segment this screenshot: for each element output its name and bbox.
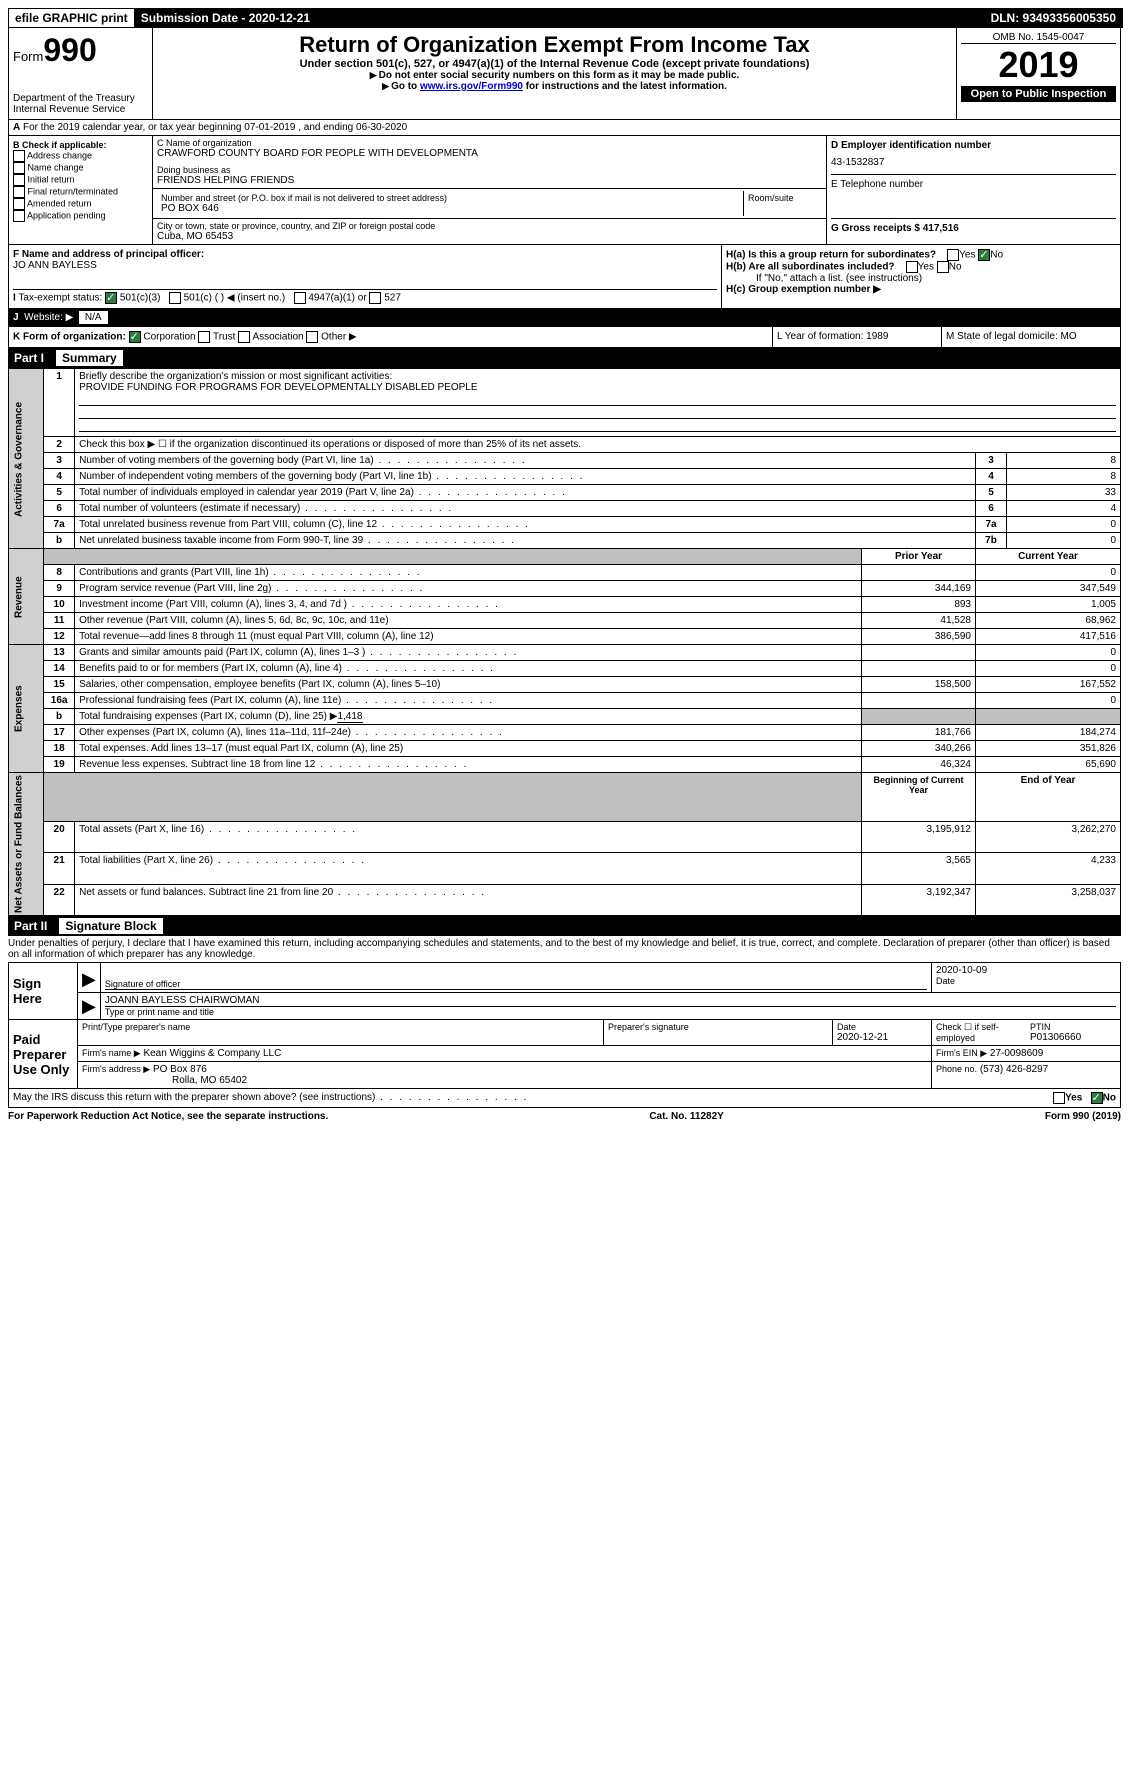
discuss-no[interactable] [1091,1092,1103,1104]
checkbox-4947[interactable] [294,292,306,304]
website-row: J Website: ▶ N/A [8,309,1121,327]
hb-no[interactable] [937,261,949,273]
efile-label: efile GRAPHIC print [9,9,135,27]
form-title: Return of Organization Exempt From Incom… [157,32,952,58]
spacer [317,9,984,27]
perjury-text: Under penalties of perjury, I declare th… [8,936,1121,962]
checkbox-501c3[interactable] [105,292,117,304]
form-note1: Do not enter social security numbers on … [157,70,952,81]
top-bar: efile GRAPHIC print Submission Date - 20… [8,8,1123,28]
dba-name: FRIENDS HELPING FRIENDS [157,175,822,186]
side-expenses: Expenses [9,645,44,773]
form-header: Form990 Department of the Treasury Inter… [8,28,1121,120]
irs-link[interactable]: www.irs.gov/Form990 [420,81,523,92]
org-name: CRAWFORD COUNTY BOARD FOR PEOPLE WITH DE… [157,148,822,159]
col-b-checkboxes: B Check if applicable: Address change Na… [9,136,153,244]
checkbox-name-change[interactable] [13,162,25,174]
officer-name: JO ANN BAYLESS [13,260,717,271]
col-d-ein: D Employer identification number 43-1532… [827,136,1120,244]
omb-number: OMB No. 1545-0047 [961,32,1116,44]
footer: For Paperwork Reduction Act Notice, see … [8,1108,1121,1122]
form-note2: Go to www.irs.gov/Form990 for instructio… [157,81,952,92]
v3: 8 [1007,453,1121,469]
klm-row: K Form of organization: Corporation Trus… [8,327,1121,348]
form-number: Form990 [13,32,148,69]
ha-yes[interactable] [947,249,959,261]
side-netassets: Net Assets or Fund Balances [9,773,44,916]
tax-year: 2019 [961,44,1116,86]
v7a: 0 [1007,517,1121,533]
part1-table: Activities & Governance 1 Briefly descri… [8,368,1121,916]
v4: 8 [1007,469,1121,485]
k-trust[interactable] [198,331,210,343]
form-subtitle: Under section 501(c), 527, or 4947(a)(1)… [157,58,952,70]
irs-label: Internal Revenue Service [13,104,148,115]
f-h-block: F Name and address of principal officer:… [8,245,1121,309]
year-formation: L Year of formation: 1989 [773,327,942,347]
v7b: 0 [1007,533,1121,549]
checkbox-initial-return[interactable] [13,174,25,186]
discuss-row: May the IRS discuss this return with the… [8,1089,1121,1108]
k-corp[interactable] [129,331,141,343]
col-c-name: C Name of organization CRAWFORD COUNTY B… [153,136,827,244]
v5: 33 [1007,485,1121,501]
ha-no[interactable] [978,249,990,261]
submission-date: Submission Date - 2020-12-21 [135,9,317,27]
paid-preparer-label: Paid Preparer Use Only [9,1020,78,1089]
sign-here-label: Sign Here [9,963,78,1020]
line-a: A For the 2019 calendar year, or tax yea… [8,120,1121,136]
ein-value: 43-1532837 [831,157,1116,168]
gross-receipts: G Gross receipts $ 417,516 [831,218,1116,234]
entity-block: B Check if applicable: Address change Na… [8,136,1121,245]
v6: 4 [1007,501,1121,517]
k-assoc[interactable] [238,331,250,343]
side-revenue: Revenue [9,549,44,645]
part2-header: Part II Signature Block [8,916,1121,936]
dln: DLN: 93493356005350 [985,9,1122,27]
mission-text: PROVIDE FUNDING FOR PROGRAMS FOR DEVELOP… [79,382,477,393]
checkbox-527[interactable] [369,292,381,304]
signature-table: Sign Here ▶ Signature of officer 2020-10… [8,962,1121,1089]
checkbox-pending[interactable] [13,210,25,222]
k-other[interactable] [306,331,318,343]
checkbox-amended[interactable] [13,198,25,210]
street-address: PO BOX 646 [161,203,739,214]
discuss-yes[interactable] [1053,1092,1065,1104]
sig-date: 2020-10-09 [936,965,1116,976]
checkbox-address-change[interactable] [13,150,25,162]
checkbox-final-return[interactable] [13,186,25,198]
officer-printed-name: JOANN BAYLESS CHAIRWOMAN [105,995,1116,1007]
open-inspection: Open to Public Inspection [961,86,1116,102]
part1-header: Part I Summary [8,348,1121,368]
side-governance: Activities & Governance [9,369,44,549]
city-address: Cuba, MO 65453 [157,231,822,242]
state-domicile: M State of legal domicile: MO [942,327,1120,347]
dept-label: Department of the Treasury [13,93,148,104]
hb-yes[interactable] [906,261,918,273]
firm-name: Kean Wiggins & Company LLC [143,1048,281,1059]
checkbox-501c[interactable] [169,292,181,304]
